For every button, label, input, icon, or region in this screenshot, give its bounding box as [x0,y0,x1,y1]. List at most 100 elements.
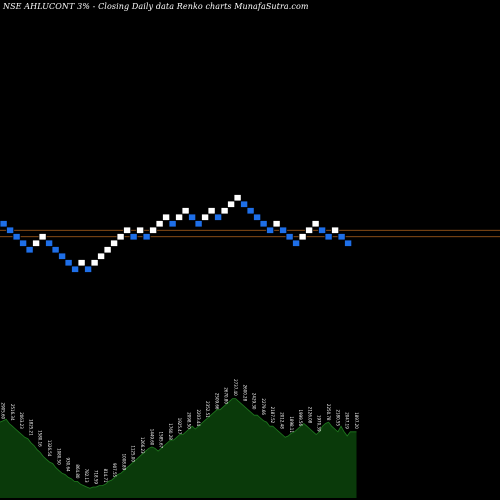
volume-label: 2670.80 [224,387,229,404]
volume-panel: 2905.60 2516.34 2063.23 1825.21 1580.16 1326.… [0,379,359,498]
volume-label: 1008.89 [121,454,126,471]
volume-label: 1125.00 [131,445,136,462]
volume-label: 2600.28 [242,385,247,402]
renko-brick-up [305,226,314,234]
renko-brick-down [344,239,353,247]
renko-brick-down [253,213,262,221]
volume-label: 1580.16 [38,430,43,447]
renko-bricks [0,194,353,273]
volume-label: 864.80 [75,464,80,478]
volume-label: 2352.51 [205,401,210,418]
renko-brick-up [220,207,229,215]
renko-brick-up [181,207,190,215]
renko-brick-down [64,259,73,267]
volume-label: 2180.55 [335,409,340,426]
chart-title: NSE AHLUCONT 3% - Closing Daily data Ren… [3,2,309,11]
renko-brick-up [227,200,236,208]
volume-label: 2905.60 [1,403,6,420]
volume-label: 2737.40 [233,379,238,396]
volume-label: 1970.39 [317,415,322,432]
renko-brick-down [58,252,67,260]
volume-label: 2429.30 [252,393,257,410]
renko-brick-down [71,265,80,273]
renko-brick-down [246,207,255,215]
renko-brick-up [175,213,184,221]
renko-brick-up [97,252,106,260]
volume-label: 1925.47 [177,418,182,435]
volume-label: 1897.20 [354,412,359,429]
renko-brick-up [123,226,132,234]
volume-label: 1825.21 [28,419,33,436]
volume-label: 782.13 [84,469,89,483]
renko-brick-down [292,239,301,247]
volume-label: 2516.34 [10,404,15,421]
renko-brick-up [32,239,41,247]
renko-brick-down [188,213,197,221]
renko-brick-up [77,259,86,267]
renko-brick-down [168,220,177,228]
renko-brick-down [279,226,288,234]
volume-label: 2126.08 [307,407,312,424]
renko-brick-down [194,220,203,228]
volume-label: 1760.28 [168,423,173,440]
volume-label: 930.64 [66,458,71,472]
renko-brick-down [259,220,268,228]
renko-brick-down [0,220,8,228]
renko-brick-up [233,194,242,202]
renko-brick-down [6,226,15,234]
renko-brick-up [149,226,158,234]
renko-brick-up [155,220,164,228]
renko-brick-up [311,220,320,228]
volume-label: 2012.48 [280,412,285,429]
renko-brick-up [110,239,119,247]
renko-brick-up [201,213,210,221]
volume-label: 2187.52 [270,407,275,424]
volume-label: 2063.23 [19,412,24,429]
renko-brick-down [129,233,138,241]
volume-label: 907.55 [112,463,117,477]
renko-brick-down [214,213,223,221]
renko-brick-up [103,246,112,254]
renko-brick-up [298,233,307,241]
renko-brick-down [266,226,275,234]
renko-brick-down [142,233,151,241]
reference-lines [0,229,500,238]
volume-label: 1898.11 [289,416,294,433]
renko-brick-down [12,233,21,241]
renko-brick-up [90,259,99,267]
volume-label: 1585.67 [159,432,164,449]
renko-brick-down [285,233,294,241]
renko-brick-down [45,239,54,247]
renko-brick-up [38,233,47,241]
renko-brick-down [337,233,346,241]
renko-brick-up [207,207,216,215]
volume-label: 1080.50 [56,448,61,465]
volume-label: 2279.66 [261,398,266,415]
renko-brick-up [136,226,145,234]
renko-brick-down [19,239,28,247]
renko-brick-down [240,200,249,208]
volume-label: 2098.50 [187,412,192,429]
volume-label: 2509.66 [214,393,219,410]
volume-label: 718.59 [94,470,99,484]
volume-label: 1266.23 [140,437,145,454]
volume-label: 2047.19 [345,412,350,429]
renko-brick-down [318,226,327,234]
volume-label: 1449.60 [149,429,154,446]
renko-brick-up [116,233,125,241]
volume-label: 2203.44 [196,409,201,426]
renko-brick-up [272,220,281,228]
renko-brick-up [162,213,171,221]
renko-brick-down [84,265,93,273]
renko-brick-down [324,233,333,241]
volume-label: 1326.54 [47,440,52,457]
volume-label: 2250.78 [326,404,331,421]
volume-label: 1999.56 [298,409,303,426]
renko-brick-up [331,226,340,234]
volume-line [0,398,357,489]
volume-label: 814.71 [103,469,108,483]
renko-brick-down [51,246,60,254]
renko-brick-down [25,246,34,254]
